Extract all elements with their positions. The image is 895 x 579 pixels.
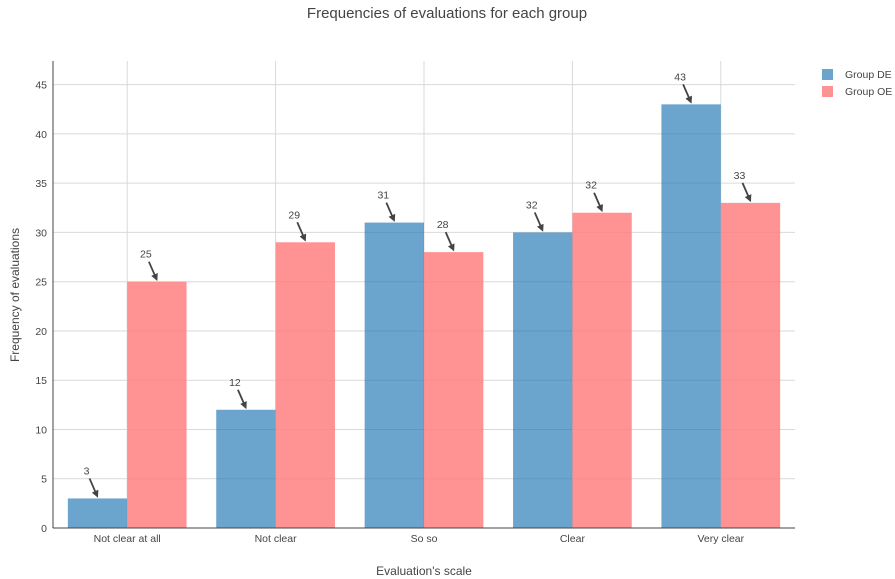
legend: Group DE Group OE bbox=[822, 69, 892, 98]
data-label: 33 bbox=[734, 170, 746, 182]
data-label: 25 bbox=[140, 249, 152, 261]
bar bbox=[572, 212, 632, 528]
data-label: 28 bbox=[437, 219, 449, 231]
bar bbox=[513, 232, 573, 529]
legend-swatch bbox=[822, 86, 833, 97]
bar bbox=[127, 281, 187, 528]
x-tick-label: Very clear bbox=[697, 533, 744, 545]
y-axis-title: Frequency of evaluations bbox=[8, 228, 22, 362]
data-label: 43 bbox=[674, 71, 686, 83]
annotation-arrow bbox=[296, 221, 307, 242]
bar bbox=[720, 202, 781, 528]
annotations-layer: 3 12 31 32 43 25 29 28 32 33 bbox=[84, 71, 752, 498]
y-tick-label: 0 bbox=[41, 523, 47, 535]
bar bbox=[364, 222, 424, 528]
bar bbox=[67, 498, 128, 528]
y-tick-label: 5 bbox=[41, 474, 47, 486]
x-axis-title: Evaluation's scale bbox=[376, 564, 472, 578]
annotation-arrow bbox=[682, 83, 692, 104]
x-tick-label: Clear bbox=[560, 533, 586, 545]
y-tick-label: 30 bbox=[35, 227, 47, 239]
legend-label: Group DE bbox=[845, 69, 892, 81]
bar bbox=[216, 409, 276, 528]
x-tick-label: Not clear bbox=[255, 533, 298, 545]
y-tick-label: 15 bbox=[35, 375, 47, 387]
y-tick-label: 25 bbox=[35, 277, 47, 289]
annotation-arrow bbox=[385, 202, 396, 222]
bar bbox=[275, 242, 335, 528]
data-label: 31 bbox=[377, 190, 389, 202]
annotation-arrow bbox=[237, 389, 247, 410]
y-tick-label: 45 bbox=[35, 80, 47, 92]
annotation-arrow bbox=[148, 261, 158, 281]
axes-layer: 0 5 10 15 20 25 30 35 40 45 Not clear at all Not cl… bbox=[35, 61, 795, 545]
data-label: 12 bbox=[229, 377, 241, 389]
data-label: 29 bbox=[288, 209, 300, 221]
y-tick-label: 35 bbox=[35, 178, 47, 190]
x-tick-label: So so bbox=[411, 533, 438, 545]
chart-title: Frequencies of evaluations for each grou… bbox=[307, 5, 587, 22]
annotation-arrow bbox=[741, 182, 752, 203]
bar bbox=[661, 104, 721, 528]
x-tick-label: Not clear at all bbox=[94, 533, 161, 545]
y-tick-label: 10 bbox=[35, 424, 47, 436]
annotation-arrow bbox=[593, 192, 603, 213]
y-tick-label: 20 bbox=[35, 326, 47, 338]
bars-layer bbox=[67, 104, 781, 529]
annotation-arrow bbox=[444, 231, 455, 252]
annotation-arrow bbox=[533, 212, 544, 232]
data-label: 32 bbox=[585, 180, 597, 192]
annotation-arrow bbox=[88, 478, 99, 498]
data-label: 32 bbox=[526, 199, 538, 211]
bar bbox=[424, 252, 484, 529]
y-tick-label: 40 bbox=[35, 129, 47, 141]
legend-swatch bbox=[822, 69, 833, 80]
data-label: 3 bbox=[84, 465, 90, 477]
legend-label: Group OE bbox=[845, 86, 892, 98]
